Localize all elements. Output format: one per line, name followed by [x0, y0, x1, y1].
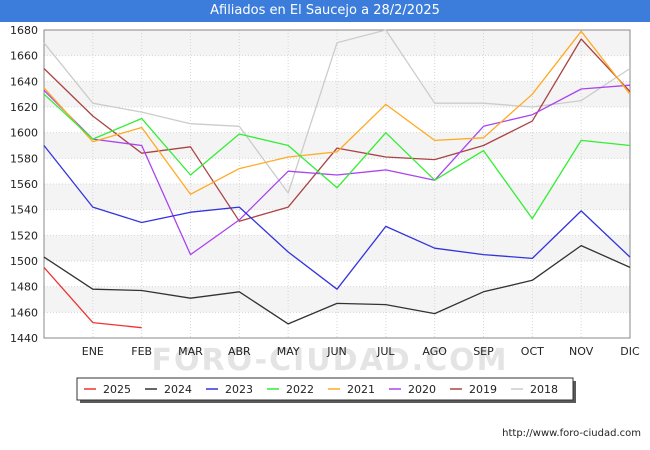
x-tick-label: FEB	[131, 345, 152, 358]
series-line-2023	[43, 145, 631, 290]
grid-band	[44, 235, 630, 261]
legend-label-2022: 2022	[286, 383, 314, 396]
y-tick-label: 1660	[10, 50, 38, 63]
y-tick-label: 1580	[10, 152, 38, 165]
y-tick-label: 1560	[10, 178, 38, 191]
series-line-2020	[43, 84, 631, 256]
series-line-2025	[43, 266, 142, 329]
chart-title: Afiliados en El Saucejo a 28/2/2025	[0, 0, 650, 22]
plot-frame	[43, 29, 631, 339]
source-url: http://www.foro-ciudad.com	[502, 428, 641, 439]
y-tick-label: 1640	[10, 75, 38, 88]
series-lines	[43, 29, 631, 329]
legend: 2025 2024 2023 2022 2021 2020 2019 2018	[76, 377, 576, 403]
y-tick-label: 1600	[10, 127, 38, 140]
series-line-2021	[43, 30, 631, 195]
y-tick-label: 1500	[10, 255, 38, 268]
legend-label-2018: 2018	[530, 383, 558, 396]
x-tick-label: NOV	[569, 345, 594, 358]
y-tick-label: 1540	[10, 204, 38, 217]
series-line-2018	[43, 29, 631, 194]
x-tick-label: MAY	[277, 345, 300, 358]
legend-label-2021: 2021	[347, 383, 375, 396]
y-tick-label: 1620	[10, 101, 38, 114]
x-tick-label: ABR	[228, 345, 251, 358]
legend-label-2024: 2024	[164, 383, 192, 396]
legend-label-2023: 2023	[225, 383, 253, 396]
series-line-2022	[43, 93, 631, 220]
grid-band	[44, 81, 630, 107]
legend-label-2025: 2025	[103, 383, 131, 396]
x-tick-label: MAR	[178, 345, 203, 358]
y-tick-label: 1680	[10, 24, 38, 37]
series-line-2019	[43, 38, 631, 222]
y-tick-label: 1460	[10, 306, 38, 319]
legend-label-2019: 2019	[469, 383, 497, 396]
axes	[43, 29, 631, 339]
x-tick-label: AGO	[422, 345, 447, 358]
watermark-text: FORO-CIUDAD.COM	[152, 343, 509, 378]
tick-labels: 1440 1460 1480 1500 1520 1540 1560 1580 1600 1620…	[10, 24, 640, 358]
x-tick-label: JUN	[326, 345, 347, 358]
y-tick-label: 1520	[10, 229, 38, 242]
legend-label-2020: 2020	[408, 383, 436, 396]
legend-box	[76, 377, 574, 401]
x-tick-label: JUL	[376, 345, 395, 358]
y-tick-label: 1480	[10, 281, 38, 294]
y-tick-label: 1440	[10, 332, 38, 345]
x-tick-label: OCT	[521, 345, 544, 358]
x-tick-label: DIC	[620, 345, 640, 358]
series-line-2024	[43, 244, 631, 325]
x-tick-label: SEP	[473, 345, 494, 358]
x-tick-label: ENE	[82, 345, 104, 358]
